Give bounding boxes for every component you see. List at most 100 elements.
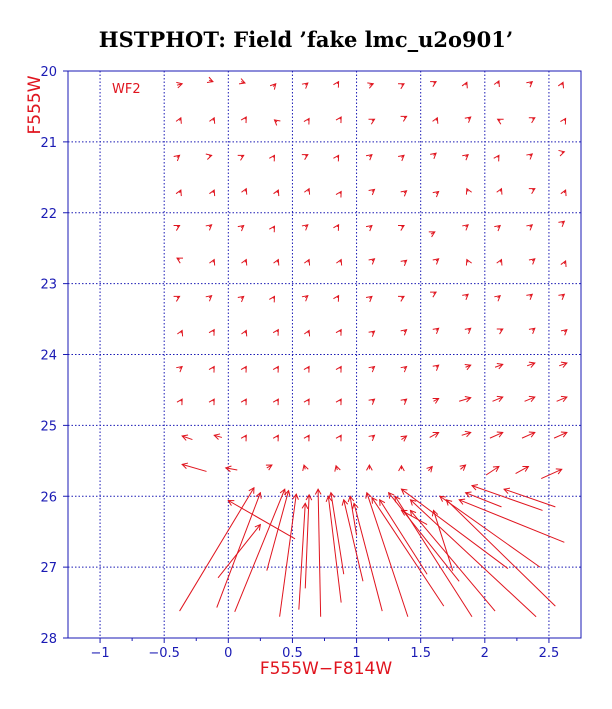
vector-arrow: [217, 523, 262, 579]
vector-arrow: [173, 225, 181, 231]
vector-arrow: [430, 291, 437, 298]
vector-arrow: [273, 189, 280, 197]
vector-arrow: [365, 153, 373, 161]
vector-arrow: [205, 224, 213, 231]
vector-arrow: [400, 190, 408, 197]
vector-arrow: [387, 491, 460, 582]
vector-arrow: [269, 82, 277, 90]
vector-arrow: [464, 491, 502, 508]
vector-arrow: [462, 153, 469, 161]
vector-head: [335, 398, 342, 406]
vector-arrow: [336, 258, 343, 266]
vector-arrow: [432, 190, 440, 198]
vector-head: [430, 291, 437, 298]
vector-head: [560, 329, 568, 336]
vector-arrow: [524, 395, 536, 403]
vector-head: [227, 499, 235, 506]
vector-arrow: [240, 365, 247, 373]
vector-head: [240, 116, 247, 124]
vector-arrow: [301, 224, 309, 231]
vector-head: [176, 81, 184, 89]
vector-head: [328, 491, 335, 499]
vector-arrow: [237, 154, 245, 161]
vector-shaft: [526, 362, 536, 367]
y-tick-label: 28: [40, 632, 57, 647]
vector-arrow: [432, 327, 440, 335]
y-tick-label: 23: [40, 278, 57, 293]
vector-shaft: [410, 499, 537, 618]
vector-head: [526, 293, 534, 301]
vector-head: [462, 293, 469, 301]
vector-arrow: [494, 295, 502, 302]
y-tick-label: 26: [40, 490, 57, 505]
vector-head: [269, 154, 276, 162]
vector-head: [176, 398, 183, 406]
vector-head: [368, 434, 376, 442]
vector-shaft: [521, 432, 536, 439]
vector-arrow: [333, 223, 340, 231]
vector-arrow: [398, 295, 405, 302]
vector-head: [272, 365, 279, 373]
vector-arrow: [560, 259, 567, 267]
vector-shaft: [465, 492, 502, 508]
vector-head: [400, 329, 408, 336]
vector-arrow: [496, 118, 504, 125]
vector-arrow: [371, 496, 445, 607]
vector-head: [432, 397, 440, 404]
vector-head: [269, 225, 276, 233]
vector-shaft: [492, 396, 503, 402]
vector-head: [432, 116, 439, 124]
vector-arrow: [398, 464, 405, 472]
vector-arrow: [465, 258, 472, 266]
vector-arrow: [528, 327, 536, 335]
vector-arrow: [521, 431, 536, 439]
vector-head: [304, 258, 311, 266]
vector-head: [461, 81, 468, 89]
vector-head: [560, 431, 568, 438]
vector-head: [209, 189, 216, 197]
vector-shaft: [433, 510, 454, 571]
vector-arrow: [303, 365, 310, 373]
vector-arrow: [272, 365, 279, 373]
vector-arrow: [464, 116, 472, 123]
vector-shaft: [459, 397, 471, 402]
vector-head: [462, 224, 469, 231]
vector-head: [254, 523, 262, 531]
vector-arrow: [368, 118, 376, 125]
vector-head: [431, 509, 439, 517]
vector-head: [400, 435, 408, 442]
vector-arrow: [269, 295, 276, 303]
vector-arrow: [471, 484, 543, 511]
vector-arrow: [365, 295, 373, 303]
vector-arrow: [400, 509, 428, 526]
vector-shaft: [494, 363, 503, 368]
vector-head: [400, 509, 408, 516]
vector-head: [365, 224, 373, 232]
vector-arrow: [266, 489, 291, 571]
vector-arrow: [432, 397, 440, 404]
vector-head: [333, 223, 340, 231]
vector-head: [526, 80, 534, 88]
vector-shaft: [410, 510, 496, 612]
vector-head: [400, 398, 408, 405]
vector-head: [560, 395, 568, 403]
vector-arrow: [265, 464, 273, 471]
vector-arrow: [328, 491, 345, 575]
vector-head: [368, 258, 376, 265]
vector-head: [528, 258, 536, 265]
vector-head: [493, 79, 500, 87]
vector-arrow: [398, 154, 405, 162]
vector-head: [206, 76, 214, 84]
vector-head: [526, 224, 534, 231]
vector-arrow: [176, 365, 183, 373]
vector-head: [462, 153, 469, 161]
y-tick-label: 25: [40, 419, 57, 434]
vector-arrow: [560, 329, 568, 336]
vector-arrow: [181, 462, 207, 472]
vector-arrow: [494, 363, 504, 370]
vector-shaft: [225, 467, 238, 471]
vector-shaft: [304, 494, 310, 589]
vector-arrow: [465, 187, 472, 195]
vector-arrow: [462, 224, 469, 231]
vector-shaft: [216, 492, 261, 608]
